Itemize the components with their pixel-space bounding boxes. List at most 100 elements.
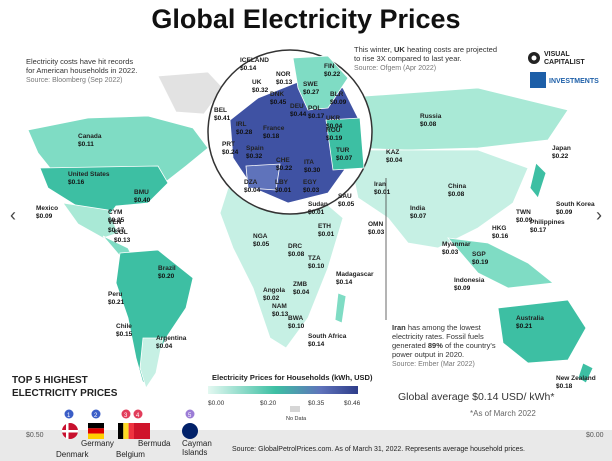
country-name: Angola bbox=[263, 287, 285, 294]
country-price: $0.09 bbox=[556, 209, 573, 216]
country-label-philippines: Philippines$0.17 bbox=[530, 219, 565, 234]
country-label-lby: LBY$0.01 bbox=[275, 179, 292, 194]
country-label-iceland: ICELAND$0.14 bbox=[240, 57, 269, 72]
land-australia bbox=[497, 299, 587, 364]
country-name: CHE bbox=[276, 157, 290, 164]
country-label-sudan: Sudan$0.01 bbox=[308, 201, 328, 216]
country-name: PRT bbox=[222, 141, 235, 148]
country-price: $0.05 bbox=[253, 241, 270, 248]
country-label-china: China$0.08 bbox=[448, 183, 466, 198]
country-name: EGY bbox=[303, 179, 317, 186]
country-price: $0.11 bbox=[78, 141, 94, 148]
country-label-myanmar: Myanmar$0.03 bbox=[442, 241, 471, 256]
legend-tick-1: $0.20 bbox=[260, 400, 277, 407]
country-name: BEL bbox=[214, 107, 227, 114]
country-name: NAM bbox=[272, 303, 287, 310]
country-price: $0.01 bbox=[275, 187, 292, 194]
country-name: Mexico bbox=[36, 205, 58, 212]
country-price: $0.07 bbox=[336, 155, 353, 162]
callout-uk: This winter, UK heating costs are projec… bbox=[354, 45, 497, 72]
legend-tick-2: $0.35 bbox=[308, 400, 325, 407]
country-price: $0.16 bbox=[492, 233, 509, 240]
land-russia bbox=[337, 87, 569, 151]
land-japan bbox=[529, 162, 547, 199]
country-price: $0.17 bbox=[108, 227, 125, 234]
country-price: $0.30 bbox=[304, 167, 321, 174]
country-name: DZA bbox=[244, 179, 258, 186]
country-name: TWN bbox=[516, 209, 531, 216]
land-mexico bbox=[62, 202, 119, 239]
callout-iran: Iran has among the lowest electricity ra… bbox=[385, 178, 496, 368]
brand-line1: VISUAL bbox=[544, 51, 570, 58]
country-name: HKG bbox=[492, 225, 506, 232]
brand-line2: CAPITALIST bbox=[544, 59, 585, 66]
benchmark-left: $0.50 bbox=[26, 432, 44, 439]
prev-slide-arrow[interactable]: ‹ bbox=[10, 205, 16, 225]
country-name: Brazil bbox=[158, 265, 176, 272]
country-label-brazil: Brazil$0.20 bbox=[158, 265, 176, 280]
land-southeast-asia bbox=[447, 237, 555, 289]
country-price: $0.19 bbox=[472, 259, 489, 266]
country-label-united-states: United States$0.16 bbox=[68, 171, 110, 186]
country-label-france: France$0.18 bbox=[263, 125, 285, 140]
country-label-dnk: DNK$0.45 bbox=[270, 91, 287, 106]
us-note-line1: Electricity costs have hit records bbox=[26, 57, 133, 66]
iran-note-line1: Iran has among the lowest bbox=[392, 323, 482, 332]
country-label-ukr: UKR$0.04 bbox=[326, 115, 343, 130]
zoom-east-europe bbox=[325, 117, 365, 171]
country-price: $0.18 bbox=[263, 133, 280, 140]
country-label-pol: POL$0.17 bbox=[308, 105, 325, 120]
country-name: OMN bbox=[368, 221, 383, 228]
country-name: China bbox=[448, 183, 466, 190]
country-label-south-korea: South Korea$0.09 bbox=[556, 201, 595, 216]
us-note-source: Source: Bloomberg (Sep 2022) bbox=[26, 77, 123, 84]
country-label-omn: OMN$0.03 bbox=[368, 221, 385, 236]
title-bar: Global Electricity Prices bbox=[0, 0, 612, 38]
country-name: TZA bbox=[308, 255, 321, 262]
next-slide-arrow[interactable]: › bbox=[596, 205, 602, 225]
country-label-uk: UK$0.32 bbox=[252, 79, 269, 94]
country-price: $0.03 bbox=[303, 187, 320, 194]
country-price: $0.14 bbox=[240, 65, 257, 72]
country-name: NOR bbox=[276, 71, 291, 78]
page-title: Global Electricity Prices bbox=[151, 3, 461, 34]
country-label-tur: TUR$0.07 bbox=[336, 147, 353, 162]
iran-note-line3: generated 89% of the country's bbox=[392, 341, 496, 350]
country-name: DEU bbox=[290, 103, 304, 110]
country-name: UKR bbox=[326, 115, 340, 122]
zoom-scandinavia bbox=[292, 55, 349, 111]
land-usa bbox=[39, 165, 169, 223]
country-label-bel: BEL$0.41 bbox=[214, 107, 231, 122]
country-price: $0.17 bbox=[308, 113, 325, 120]
country-price: $0.35 bbox=[108, 217, 125, 224]
country-name: BLR bbox=[330, 91, 344, 98]
country-name: Philippines bbox=[530, 219, 565, 226]
legend-no-data-label: No Data bbox=[286, 416, 307, 422]
country-label-australia: Australia$0.21 bbox=[516, 315, 544, 330]
country-name: KAZ bbox=[386, 149, 399, 156]
country-name: Indonesia bbox=[454, 277, 485, 284]
country-label-prt: PRT$0.24 bbox=[222, 141, 239, 156]
country-label-blr: BLR$0.09 bbox=[330, 91, 347, 106]
country-label-nga: NGA$0.05 bbox=[253, 233, 270, 248]
country-label-zmb: ZMB$0.04 bbox=[293, 281, 310, 296]
legend-no-data-swatch bbox=[290, 406, 300, 412]
country-price: $0.15 bbox=[116, 331, 133, 338]
country-name: ROU bbox=[326, 127, 341, 134]
legend-title: Electricity Prices for Households (kWh, … bbox=[212, 373, 373, 382]
country-label-kaz: KAZ$0.04 bbox=[386, 149, 403, 164]
country-name: ZMB bbox=[293, 281, 307, 288]
country-label-twn: TWN$0.09 bbox=[516, 209, 533, 224]
country-label-sau: SAU$0.05 bbox=[338, 193, 355, 208]
country-name: SAU bbox=[338, 193, 352, 200]
country-price: $0.04 bbox=[156, 343, 173, 350]
country-price: $0.01 bbox=[318, 231, 335, 238]
country-price: $0.02 bbox=[263, 295, 280, 302]
country-price: $0.32 bbox=[246, 153, 263, 160]
country-label-ita: ITA$0.30 bbox=[304, 159, 321, 174]
country-price: $0.01 bbox=[374, 189, 391, 196]
country-name: ITA bbox=[304, 159, 314, 166]
country-label-swe: SWE$0.27 bbox=[303, 81, 320, 96]
